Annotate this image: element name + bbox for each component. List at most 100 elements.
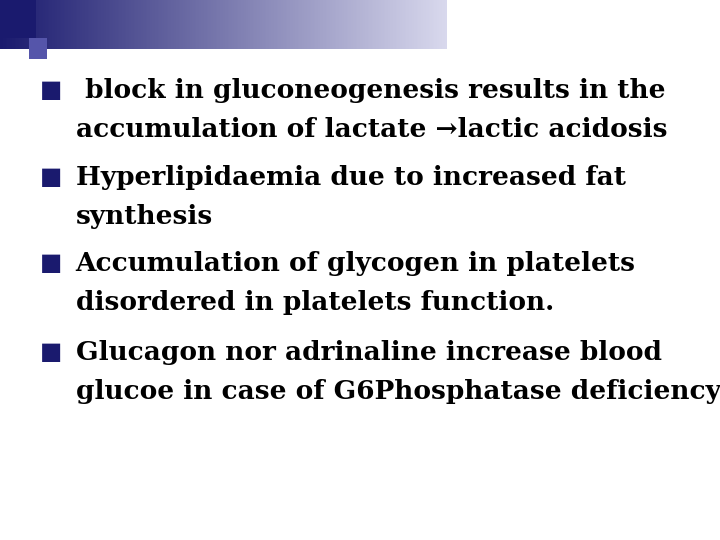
Bar: [402, 0, 404, 49]
Bar: [109, 0, 111, 49]
Text: accumulation of lactate →lactic acidosis: accumulation of lactate →lactic acidosis: [76, 117, 667, 142]
Bar: [266, 0, 269, 49]
Bar: [357, 0, 359, 49]
Bar: [233, 0, 236, 49]
Bar: [82, 0, 84, 49]
Bar: [315, 0, 318, 49]
Bar: [179, 0, 181, 49]
Bar: [250, 0, 252, 49]
Bar: [302, 0, 305, 49]
Text: synthesis: synthesis: [76, 204, 213, 228]
Text: disordered in platelets function.: disordered in platelets function.: [76, 290, 554, 315]
Bar: [441, 0, 443, 49]
Bar: [68, 0, 71, 49]
Bar: [60, 0, 62, 49]
Bar: [92, 0, 94, 49]
Bar: [431, 0, 433, 49]
Bar: [104, 0, 107, 49]
Bar: [372, 0, 374, 49]
Text: Accumulation of glycogen in platelets: Accumulation of glycogen in platelets: [76, 251, 636, 276]
Bar: [282, 0, 284, 49]
Bar: [73, 0, 75, 49]
Bar: [261, 0, 263, 49]
Bar: [400, 0, 402, 49]
Bar: [215, 0, 217, 49]
Bar: [173, 0, 175, 49]
Bar: [149, 0, 151, 49]
Bar: [341, 0, 343, 49]
Bar: [117, 0, 120, 49]
Bar: [152, 0, 154, 49]
Bar: [284, 0, 287, 49]
Bar: [49, 0, 51, 49]
Bar: [258, 0, 260, 49]
Bar: [14, 0, 16, 49]
Bar: [158, 0, 160, 49]
Bar: [333, 0, 336, 49]
Bar: [99, 0, 102, 49]
Bar: [120, 0, 122, 49]
Bar: [219, 0, 221, 49]
Bar: [406, 0, 408, 49]
Bar: [310, 0, 312, 49]
Bar: [57, 0, 59, 49]
Bar: [112, 0, 114, 49]
Bar: [237, 0, 239, 49]
Bar: [170, 0, 172, 49]
Text: Hyperlipidaemia due to increased fat: Hyperlipidaemia due to increased fat: [76, 165, 626, 190]
Bar: [40, 0, 42, 49]
Bar: [305, 0, 307, 49]
Bar: [39, 0, 41, 49]
Bar: [299, 0, 301, 49]
Bar: [403, 0, 405, 49]
Bar: [226, 0, 228, 49]
Bar: [420, 0, 422, 49]
Bar: [205, 0, 207, 49]
Bar: [392, 0, 394, 49]
Bar: [30, 0, 32, 49]
Bar: [74, 0, 76, 49]
Bar: [67, 0, 69, 49]
Bar: [114, 0, 117, 49]
Bar: [312, 0, 315, 49]
Bar: [330, 0, 333, 49]
Bar: [48, 0, 50, 49]
Bar: [183, 0, 185, 49]
Bar: [211, 0, 214, 49]
Bar: [180, 0, 182, 49]
Bar: [163, 0, 166, 49]
Bar: [423, 0, 425, 49]
Text: block in gluconeogenesis results in the: block in gluconeogenesis results in the: [76, 78, 665, 103]
Bar: [189, 0, 192, 49]
Bar: [350, 0, 352, 49]
Bar: [240, 0, 242, 49]
Bar: [84, 0, 86, 49]
Text: ■: ■: [40, 251, 62, 275]
Bar: [37, 0, 40, 49]
Bar: [259, 0, 261, 49]
Bar: [424, 0, 426, 49]
Bar: [238, 0, 240, 49]
Bar: [177, 0, 179, 49]
Bar: [408, 0, 410, 49]
Bar: [161, 0, 163, 49]
Bar: [76, 0, 78, 49]
Bar: [85, 0, 87, 49]
Bar: [364, 0, 366, 49]
Bar: [52, 0, 54, 49]
Bar: [143, 0, 145, 49]
Bar: [202, 0, 204, 49]
Bar: [387, 0, 389, 49]
Bar: [300, 0, 303, 49]
Bar: [268, 0, 270, 49]
Bar: [128, 0, 130, 49]
Bar: [201, 0, 203, 49]
Bar: [55, 0, 58, 49]
Bar: [320, 0, 322, 49]
Bar: [247, 0, 249, 49]
Bar: [286, 0, 288, 49]
Bar: [107, 0, 109, 49]
Bar: [24, 0, 26, 49]
Bar: [36, 0, 38, 49]
Bar: [421, 0, 423, 49]
